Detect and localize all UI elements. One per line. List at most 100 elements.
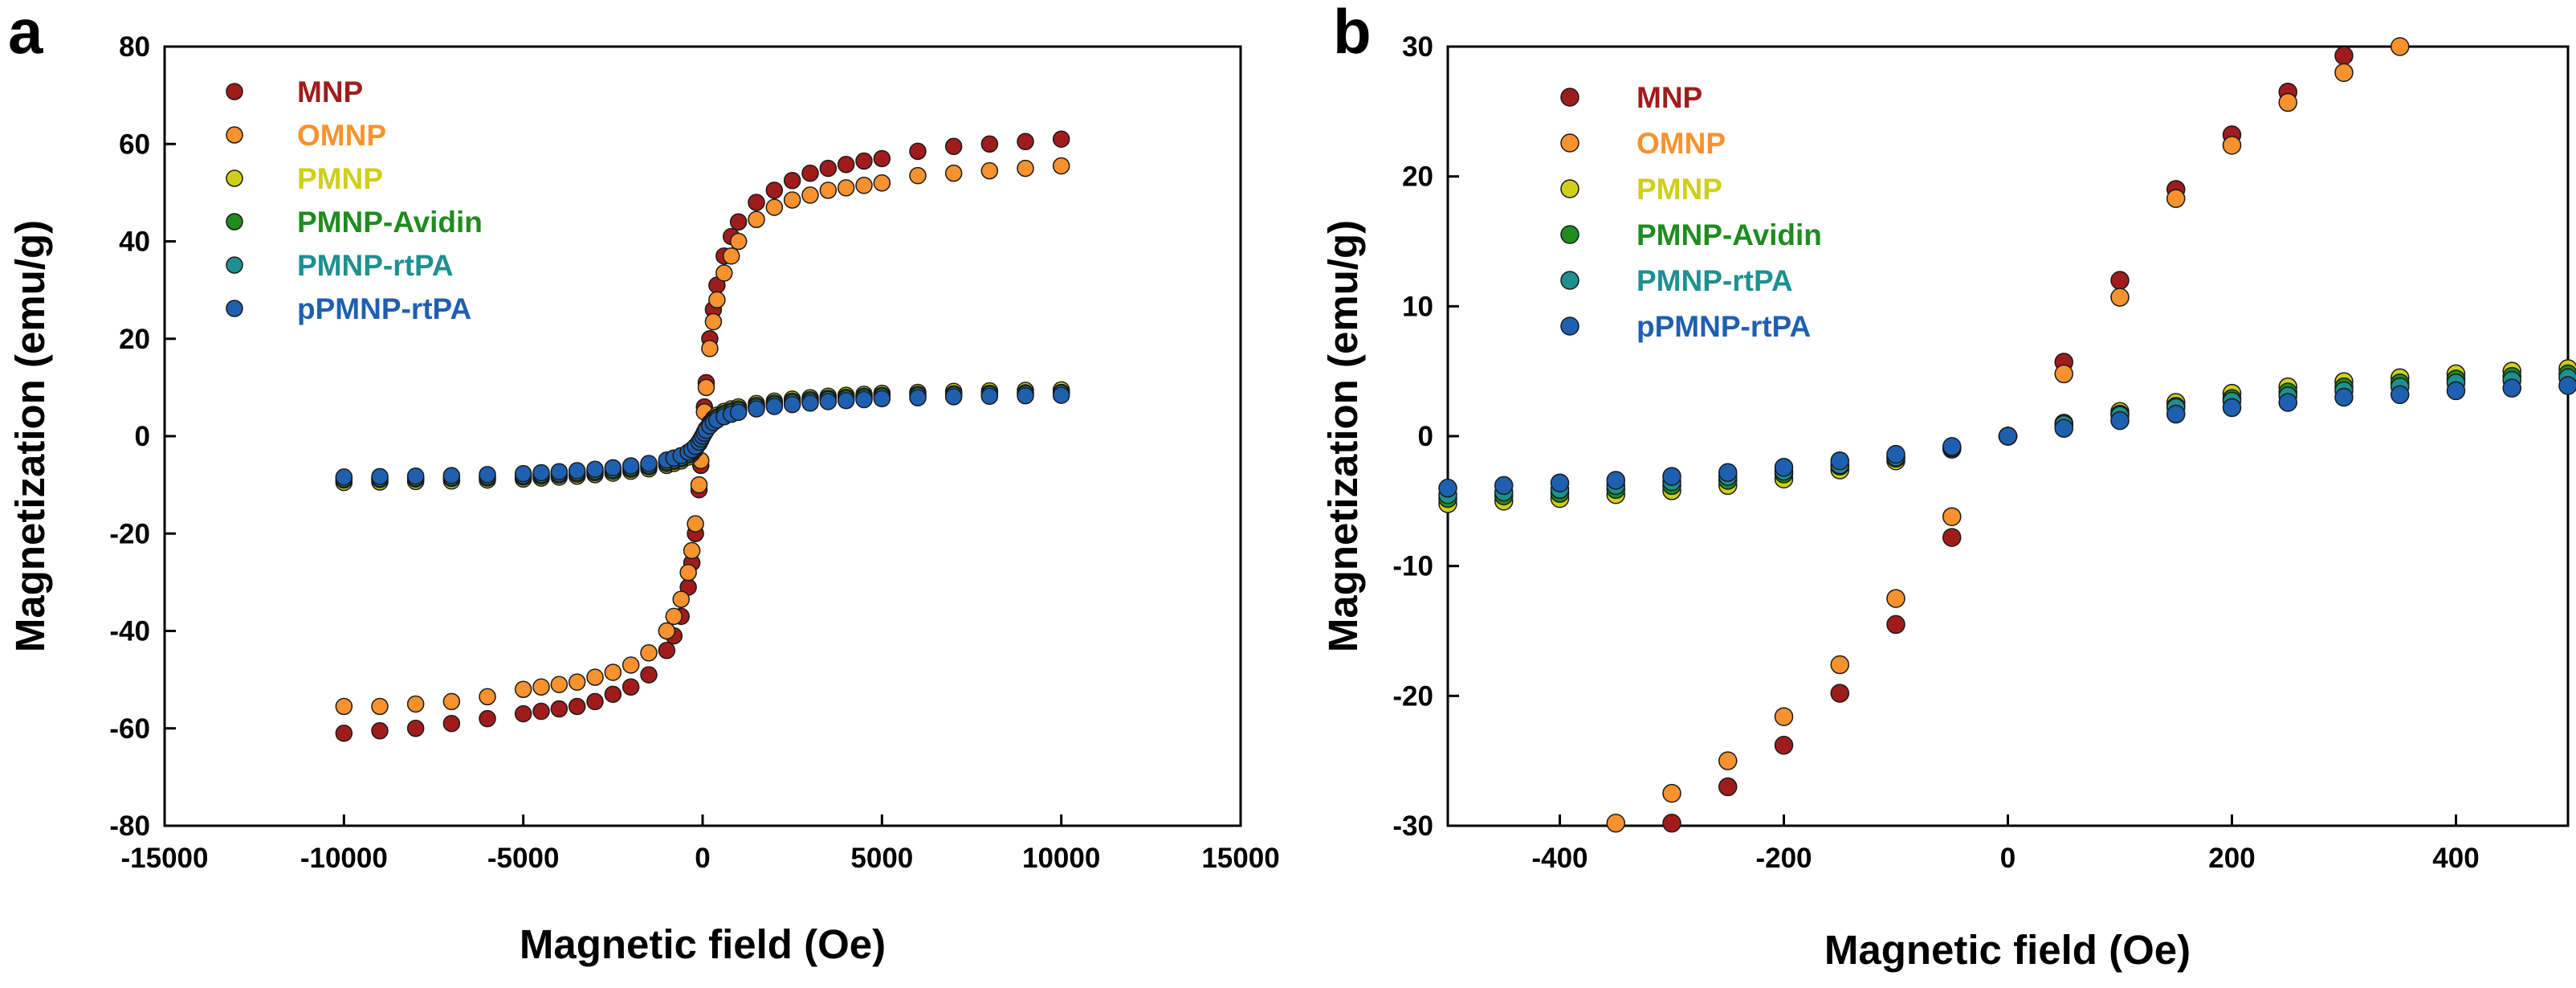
panel-a-point-omnp: [1052, 157, 1070, 175]
panel-b-legend-marker-ppmnp-rtpa: [1560, 316, 1579, 336]
panel-a-x-tick-label: 15000: [1201, 843, 1279, 874]
panel-b-point-ppmnp-rtpa: [2334, 387, 2354, 407]
panel-a-point-omnp: [783, 191, 801, 209]
panel-a-point-mnp: [980, 135, 999, 153]
panel-a-point-ppmnp-rtpa: [837, 391, 855, 410]
panel-b-y-tick-label: 10: [1402, 291, 1433, 322]
panel-b-legend-marker-pmnp: [1560, 179, 1579, 198]
panel-a-point-omnp: [765, 198, 784, 216]
panel-b-point-mnp: [1830, 684, 1849, 703]
panel-b-point-mnp: [1942, 528, 1962, 547]
panel-a-point-omnp: [722, 247, 740, 265]
panel-a-legend-label-pmnp: PMNP: [297, 162, 383, 195]
panel-b-point-ppmnp-rtpa: [2278, 393, 2297, 412]
panel-b-point-ppmnp-rtpa: [1550, 473, 1570, 492]
panel-a-point-omnp: [514, 680, 532, 698]
panel-a-point-omnp: [909, 166, 927, 185]
panel-b-x-tick-label: 200: [2208, 843, 2255, 874]
panel-a-point-omnp: [801, 186, 819, 204]
panel-a-points: [335, 130, 1070, 742]
panel-a-point-mnp: [1052, 130, 1070, 148]
panel-a-chart: a -15000 -10000 -5000 0 5000 10000 15000 -80 -60…: [7, 0, 1280, 967]
panel-b-point-mnp: [2110, 271, 2130, 290]
panel-b-legend: MNP OMNP PMNP PMNP-Avidin PMNP-rtPA pPMNP-rtP…: [1560, 81, 1822, 343]
panel-a-point-omnp: [687, 515, 704, 533]
panel-a-point-mnp: [604, 685, 622, 704]
panel-a-point-omnp: [622, 656, 640, 674]
panel-a-point-ppmnp-rtpa: [801, 394, 819, 412]
panel-a-point-mnp: [873, 149, 891, 168]
panel-a-point-ppmnp-rtpa: [873, 390, 891, 408]
panel-a-y-tick-label: -20: [109, 518, 150, 549]
panel-a-point-ppmnp-rtpa: [514, 464, 532, 483]
panel-b-point-omnp: [2054, 364, 2073, 384]
panel-a-legend-label-mnp: MNP: [297, 76, 363, 108]
panel-b-point-mnp: [1886, 614, 1906, 635]
panel-a-legend-label-pmnp-rtpa: PMNP-rtPA: [297, 249, 454, 282]
panel-a-legend-label-pmnp-avidin: PMNP-Avidin: [297, 206, 483, 239]
panel-a-y-tick-label: 40: [119, 227, 150, 258]
panel-b-point-mnp: [1718, 777, 1738, 797]
panel-a-point-omnp: [658, 622, 676, 640]
panel-a-point-ppmnp-rtpa: [586, 460, 604, 478]
panel-a-legend-marker-mnp: [226, 83, 243, 100]
panel-a-point-mnp: [550, 700, 569, 718]
panel-a-point-ppmnp-rtpa: [550, 463, 569, 481]
panel-a-point-omnp: [697, 378, 715, 397]
panel-a-point-ppmnp-rtpa: [855, 390, 873, 409]
panel-a-point-ppmnp-rtpa: [1017, 386, 1034, 405]
panel-b-point-ppmnp-rtpa: [1606, 471, 1625, 490]
panel-a-point-omnp: [586, 668, 604, 686]
panel-b-point-ppmnp-rtpa: [1942, 437, 1962, 456]
panel-a-y-tick-label: 60: [119, 129, 150, 160]
panel-a-point-omnp: [708, 291, 726, 308]
panel-a-legend-label-ppmnp-rtpa: pPMNP-rtPA: [297, 292, 471, 325]
panel-a-point-omnp: [701, 340, 719, 357]
panel-a-point-mnp: [406, 720, 425, 737]
panel-a-point-ppmnp-rtpa: [944, 388, 963, 406]
panel-b-y-tick-label: -10: [1392, 551, 1433, 582]
panel-b-point-ppmnp-rtpa: [1718, 463, 1738, 483]
panel-a-point-omnp: [980, 161, 999, 180]
panel-b-point-omnp: [2110, 288, 2130, 307]
panel-a-y-tick-label: 20: [119, 324, 150, 355]
panel-a-point-ppmnp-rtpa: [371, 467, 389, 486]
panel-b-legend-label-ppmnp-rtpa: pPMNP-rtPA: [1636, 310, 1811, 343]
panel-b-point-ppmnp-rtpa: [1438, 478, 1457, 498]
panel-a-x-tick-label: 5000: [850, 843, 913, 874]
panel-a-point-mnp: [837, 155, 855, 174]
panel-b-point-ppmnp-rtpa: [2166, 404, 2186, 424]
panel-b-point-omnp: [2222, 136, 2242, 155]
panel-b-point-ppmnp-rtpa: [2222, 398, 2242, 418]
panel-a-point-mnp: [909, 142, 927, 161]
panel-a-label: a: [8, 0, 43, 67]
panel-b-point-ppmnp-rtpa: [1494, 476, 1514, 496]
panel-b-point-omnp: [2334, 63, 2354, 83]
panel-a-point-omnp: [690, 476, 708, 494]
panel-b-point-omnp: [2391, 37, 2410, 56]
panel-a-legend-marker-ppmnp-rtpa: [226, 300, 243, 317]
panel-a-point-omnp: [665, 607, 683, 626]
panel-b-ticks: -400 -200 0 200 400 -30 -20 -10 0 10 20 30: [1392, 31, 2479, 874]
panel-b-point-ppmnp-rtpa: [2446, 381, 2466, 401]
panel-a-point-ppmnp-rtpa: [909, 389, 927, 406]
panel-a-point-ppmnp-rtpa: [980, 387, 999, 406]
panel-a-point-ppmnp-rtpa: [640, 455, 658, 472]
panel-a-y-tick-label: 0: [135, 421, 150, 452]
panel-b-point-ppmnp-rtpa: [2558, 376, 2576, 395]
panel-a-point-mnp: [442, 714, 461, 733]
panel-a-point-mnp: [371, 722, 389, 740]
panel-b-point-ppmnp-rtpa: [1886, 444, 1906, 464]
panel-b-x-tick-label: -200: [1755, 843, 1812, 874]
panel-a-point-omnp: [1017, 159, 1034, 178]
panel-b-point-omnp: [2278, 92, 2297, 112]
panel-a-legend-marker-pmnp-rtpa: [226, 256, 243, 274]
panel-a-point-omnp: [604, 663, 622, 681]
panel-b-point-omnp: [1662, 783, 1681, 803]
panel-b-legend-marker-mnp: [1560, 88, 1579, 107]
panel-a-y-tick-label: -60: [109, 713, 150, 745]
panel-a-point-mnp: [855, 152, 873, 170]
panel-a-point-mnp: [532, 702, 550, 721]
panel-a-point-omnp: [819, 182, 838, 199]
